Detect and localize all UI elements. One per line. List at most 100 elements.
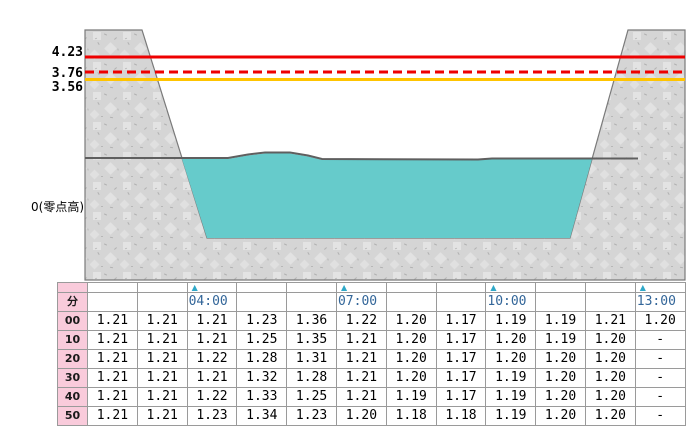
value-cell: 1.23	[186, 406, 238, 426]
value-cell: 1.35	[286, 330, 337, 350]
marker-cell	[286, 282, 337, 293]
value-cell: 1.31	[286, 349, 337, 369]
value-cell: 1.20	[584, 368, 636, 388]
value-cell: 1.21	[136, 387, 188, 407]
water-level-table: ▲ ▲ ▲ ▲ 分 04:00 07:00 10:00 13:00	[57, 282, 686, 426]
time-marker-icon: ▲	[639, 283, 646, 292]
table-row-40: 40 1.21 1.21 1.22 1.33 1.25 1.21 1.19 1.…	[57, 387, 686, 407]
value-cell: 1.20	[485, 330, 537, 350]
level-label-3-76: 3.76	[52, 66, 83, 81]
value-cell: 1.22	[335, 311, 387, 331]
time-label	[435, 292, 487, 312]
value-cell: 1.17	[435, 387, 487, 407]
time-marker-icon: ▲	[490, 283, 497, 292]
time-label	[87, 292, 138, 312]
value-cell: 1.22	[186, 387, 238, 407]
time-label: 07:00	[335, 292, 387, 312]
time-label	[236, 292, 288, 312]
zero-datum-label: 0(零点高)	[31, 199, 84, 214]
riverbank-ground	[84, 29, 686, 281]
value-cell: 1.34	[236, 406, 288, 426]
value-cell: 1.21	[87, 349, 138, 369]
marker-cell: ▲	[335, 282, 387, 293]
marker-row-corner	[57, 282, 88, 293]
marker-cell: ▲	[634, 282, 686, 293]
value-cell: 1.21	[335, 349, 387, 369]
value-cell: 1.19	[535, 311, 586, 331]
marker-cell	[385, 282, 437, 293]
time-marker-icon: ▲	[191, 283, 198, 292]
value-cell: 1.20	[485, 349, 537, 369]
value-cell: -	[634, 406, 686, 426]
value-cell: -	[634, 387, 686, 407]
minute-label: 10	[57, 330, 88, 350]
minute-label: 50	[57, 406, 88, 426]
value-cell: 1.23	[236, 311, 288, 331]
value-cell: 1.21	[584, 311, 636, 331]
value-cell: 1.21	[136, 311, 188, 331]
value-cell: 1.20	[584, 349, 636, 369]
value-cell: 1.21	[136, 406, 188, 426]
table-row-30: 30 1.21 1.21 1.21 1.32 1.28 1.21 1.20 1.…	[57, 368, 686, 388]
value-cell: 1.19	[385, 387, 437, 407]
value-cell: 1.21	[136, 330, 188, 350]
river-cross-section-chart: 4.23 3.76 3.56 0(零点高)	[31, 29, 686, 281]
time-label	[584, 292, 636, 312]
marker-cell	[535, 282, 586, 293]
time-header-row: 分 04:00 07:00 10:00 13:00	[57, 292, 686, 312]
value-cell: 1.21	[87, 406, 138, 426]
value-cell: 1.32	[236, 368, 288, 388]
value-cell: 1.21	[335, 330, 387, 350]
value-cell: 1.21	[186, 311, 238, 331]
value-cell: 1.21	[87, 368, 138, 388]
time-label	[286, 292, 337, 312]
value-cell: 1.21	[335, 387, 387, 407]
value-cell: 1.19	[485, 311, 537, 331]
value-cell: 1.20	[634, 311, 686, 331]
marker-cell	[236, 282, 288, 293]
value-cell: 1.18	[435, 406, 487, 426]
marker-cell: ▲	[186, 282, 238, 293]
value-cell: 1.17	[435, 368, 487, 388]
value-cell: 1.20	[535, 387, 586, 407]
value-cell: -	[634, 368, 686, 388]
value-cell: 1.20	[584, 330, 636, 350]
value-cell: 1.21	[335, 368, 387, 388]
time-label	[385, 292, 437, 312]
time-label: 04:00	[186, 292, 238, 312]
value-cell: 1.19	[485, 368, 537, 388]
minute-label: 40	[57, 387, 88, 407]
minute-label: 00	[57, 311, 88, 331]
time-marker-icon: ▲	[340, 283, 348, 292]
minutes-header: 分	[57, 292, 88, 312]
level-label-4-23: 4.23	[52, 45, 83, 60]
time-label	[136, 292, 188, 312]
value-cell: 1.21	[136, 368, 188, 388]
value-cell: -	[634, 330, 686, 350]
value-cell: 1.28	[236, 349, 288, 369]
table-row-00: 00 1.21 1.21 1.21 1.23 1.36 1.22 1.20 1.…	[57, 311, 686, 331]
water-surface-line	[85, 151, 638, 161]
time-label: 10:00	[485, 292, 537, 312]
value-cell: 1.18	[385, 406, 437, 426]
value-cell: 1.20	[584, 387, 636, 407]
value-cell: -	[634, 349, 686, 369]
value-cell: 1.21	[87, 330, 138, 350]
value-cell: 1.20	[385, 349, 437, 369]
value-cell: 1.28	[286, 368, 337, 388]
minute-label: 30	[57, 368, 88, 388]
level-label-3-56: 3.56	[52, 80, 83, 95]
marker-cell	[584, 282, 636, 293]
value-cell: 1.21	[186, 368, 238, 388]
value-cell: 1.20	[535, 349, 586, 369]
minute-label: 20	[57, 349, 88, 369]
value-cell: 1.20	[385, 368, 437, 388]
value-cell: 1.20	[335, 406, 387, 426]
value-cell: 1.33	[236, 387, 288, 407]
value-cell: 1.20	[385, 311, 437, 331]
value-cell: 1.21	[87, 387, 138, 407]
marker-cell	[136, 282, 188, 293]
time-label: 13:00	[634, 292, 686, 312]
value-cell: 1.21	[136, 349, 188, 369]
